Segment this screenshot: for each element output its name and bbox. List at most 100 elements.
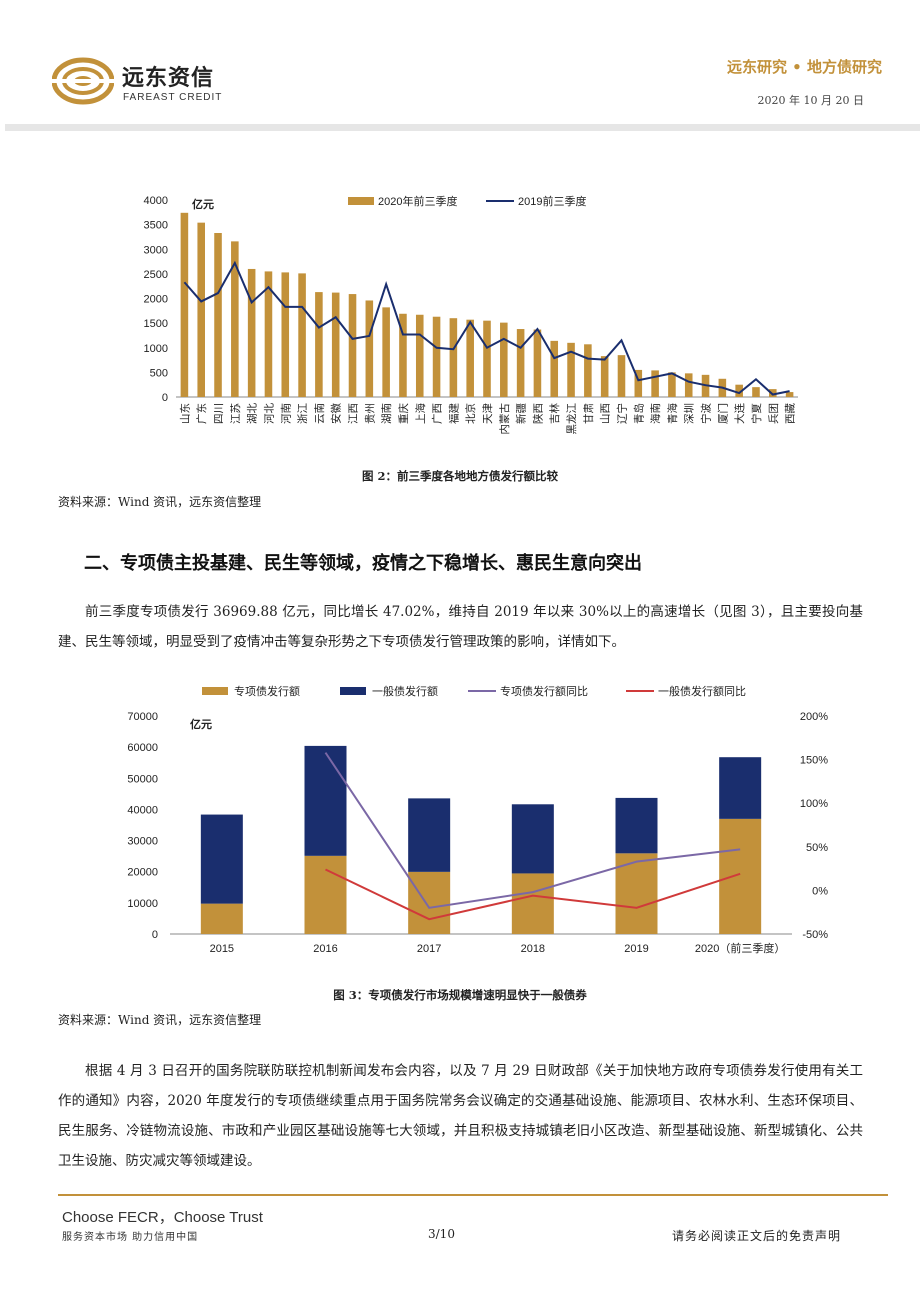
x-tick-label: 青海 bbox=[666, 403, 679, 424]
bar-2020 bbox=[348, 294, 357, 397]
x-tick-label: 宁波 bbox=[700, 403, 713, 424]
y-right-tick-label: 150% bbox=[800, 755, 828, 767]
x-tick-label: 山东 bbox=[178, 403, 191, 424]
bar-special-bond bbox=[200, 903, 243, 934]
bar-2020 bbox=[432, 316, 441, 397]
bar-2020 bbox=[281, 272, 290, 397]
x-tick-label: 河南 bbox=[279, 403, 292, 424]
report-date: 2020 年 10 月 20 日 bbox=[757, 94, 864, 107]
bar-2020 bbox=[483, 320, 491, 397]
bar-2020 bbox=[466, 319, 474, 397]
line-special-yoy bbox=[324, 752, 741, 909]
bar-general-bond bbox=[304, 745, 347, 856]
bar-2020 bbox=[516, 329, 525, 397]
y-tick-label: 1500 bbox=[144, 318, 168, 330]
chart-special-vs-general-bonds: 0 10000 20000 30000 40000 50000 60000 70000 -50%… bbox=[127, 684, 828, 955]
bar-2020 bbox=[651, 370, 659, 397]
line-general-yoy bbox=[325, 868, 741, 921]
logo-name: 远东资信 bbox=[122, 66, 215, 91]
bar-2020 bbox=[550, 340, 559, 397]
x-tick-label: 厦门 bbox=[716, 403, 729, 424]
x-tick-label: 大连 bbox=[733, 403, 746, 424]
x-tick-label: 新疆 bbox=[515, 403, 528, 424]
legend-swatch-general-bond bbox=[340, 687, 366, 695]
x-tick-label: 湖北 bbox=[247, 403, 259, 424]
x-tick-label: 重庆 bbox=[397, 403, 410, 424]
page-number: 3/10 bbox=[428, 1227, 455, 1241]
line-2019 bbox=[183, 260, 790, 396]
footer-divider bbox=[58, 1194, 888, 1196]
y-right-tick-label: 200% bbox=[800, 711, 828, 723]
y-tick-label: 3000 bbox=[144, 244, 168, 256]
y-right-tick-label: 0% bbox=[812, 885, 828, 897]
x-tick-label: 西藏 bbox=[785, 403, 797, 424]
legend-swatch-2020 bbox=[348, 197, 374, 205]
x-tick-label: 黑龙江 bbox=[565, 403, 578, 435]
y-left-tick-label: 30000 bbox=[127, 836, 158, 848]
footer-slogan: 服务资本市场 助力信用中国 bbox=[62, 1232, 199, 1243]
x-tick-label: 内蒙古 bbox=[498, 403, 511, 435]
policy-paragraph: 根据 4 月 3 日召开的国务院联防联控机制新闻发布会内容，以及 7 月 29 … bbox=[58, 1063, 863, 1169]
y-left-tick-label: 40000 bbox=[127, 804, 158, 816]
bar-2020 bbox=[584, 344, 592, 397]
fareast-logo-icon bbox=[52, 57, 114, 105]
x-tick-label: 2018 bbox=[521, 943, 545, 955]
x-tick-label: 2019 bbox=[624, 943, 648, 955]
bar-2020 bbox=[399, 313, 407, 397]
bar-general-bond bbox=[511, 804, 554, 874]
y-tick-label: 0 bbox=[162, 392, 168, 404]
x-tick-label: 河北 bbox=[263, 403, 275, 424]
x-tick-label: 兵团 bbox=[767, 403, 780, 424]
bar-2020 bbox=[634, 369, 643, 397]
y-left-tick-label: 70000 bbox=[127, 711, 158, 723]
figure2-source: 资料来源：Wind 资讯，远东资信整理 bbox=[58, 495, 262, 509]
x-tick-label: 广东 bbox=[195, 403, 208, 424]
x-tick-label: 宁夏 bbox=[750, 403, 763, 424]
unit-label: 亿元 bbox=[192, 197, 214, 211]
x-tick-label: 安徽 bbox=[330, 403, 343, 424]
bar-2020 bbox=[298, 273, 306, 397]
y-tick-label: 500 bbox=[150, 367, 168, 379]
x-tick-label: 深圳 bbox=[684, 403, 696, 424]
bar-2020 bbox=[769, 389, 777, 397]
y-left-tick-label: 10000 bbox=[127, 898, 158, 910]
header-divider bbox=[5, 124, 920, 131]
x-tick-label: 陕西 bbox=[531, 403, 544, 424]
x-tick-label: 四川 bbox=[213, 403, 225, 424]
x-tick-label: 浙江 bbox=[297, 403, 309, 424]
y-right-tick-label: -50% bbox=[802, 929, 828, 941]
bar-general-bond bbox=[408, 798, 451, 872]
section-paragraph: 前三季度专项债发行 36969.88 亿元，同比增长 47.02%，维持自 20… bbox=[58, 604, 863, 650]
y-tick-label: 1000 bbox=[144, 343, 168, 355]
bar-special-bond bbox=[719, 818, 762, 934]
x-tick-label: 云南 bbox=[313, 403, 326, 424]
x-tick-label: 2016 bbox=[313, 943, 337, 955]
y-left-tick-label: 50000 bbox=[127, 773, 158, 785]
legend-label-2020: 2020年前三季度 bbox=[378, 194, 457, 208]
bar-2020 bbox=[449, 318, 458, 397]
bar-2020 bbox=[500, 322, 508, 397]
x-tick-label: 甘肃 bbox=[582, 403, 595, 424]
x-tick-label: 山西 bbox=[600, 403, 612, 424]
series-title: 远东研究 • 地方债研究 bbox=[726, 58, 882, 76]
y-tick-label: 4000 bbox=[144, 195, 168, 207]
bar-2020 bbox=[365, 300, 374, 397]
bar-2020 bbox=[214, 232, 222, 397]
x-tick-label: 北京 bbox=[464, 403, 477, 424]
bar-special-bond bbox=[511, 873, 554, 934]
bar-special-bond bbox=[304, 855, 347, 934]
bar-2020 bbox=[785, 392, 794, 397]
y-right-tick-label: 100% bbox=[800, 798, 828, 810]
x-tick-label: 江西 bbox=[348, 403, 360, 424]
x-tick-label: 天津 bbox=[482, 403, 494, 424]
header: 远东资信 FAREAST CREDIT 远东研究 • 地方债研究 2020 年 … bbox=[0, 0, 920, 131]
x-tick-label: 2020（前三季度） bbox=[695, 941, 785, 955]
y-tick-label: 2000 bbox=[144, 294, 168, 306]
figure3-caption: 图 3：专项债发行市场规模增速明显快于一般债券 bbox=[333, 988, 587, 1002]
figure3-source: 资料来源：Wind 资讯，远东资信整理 bbox=[58, 1013, 262, 1027]
legend-label-general-yoy: 一般债发行额同比 bbox=[658, 684, 746, 698]
x-tick-label: 福建 bbox=[447, 403, 460, 424]
bar-2020 bbox=[180, 212, 189, 397]
bar-general-bond bbox=[719, 757, 762, 819]
bar-2020 bbox=[617, 355, 626, 397]
